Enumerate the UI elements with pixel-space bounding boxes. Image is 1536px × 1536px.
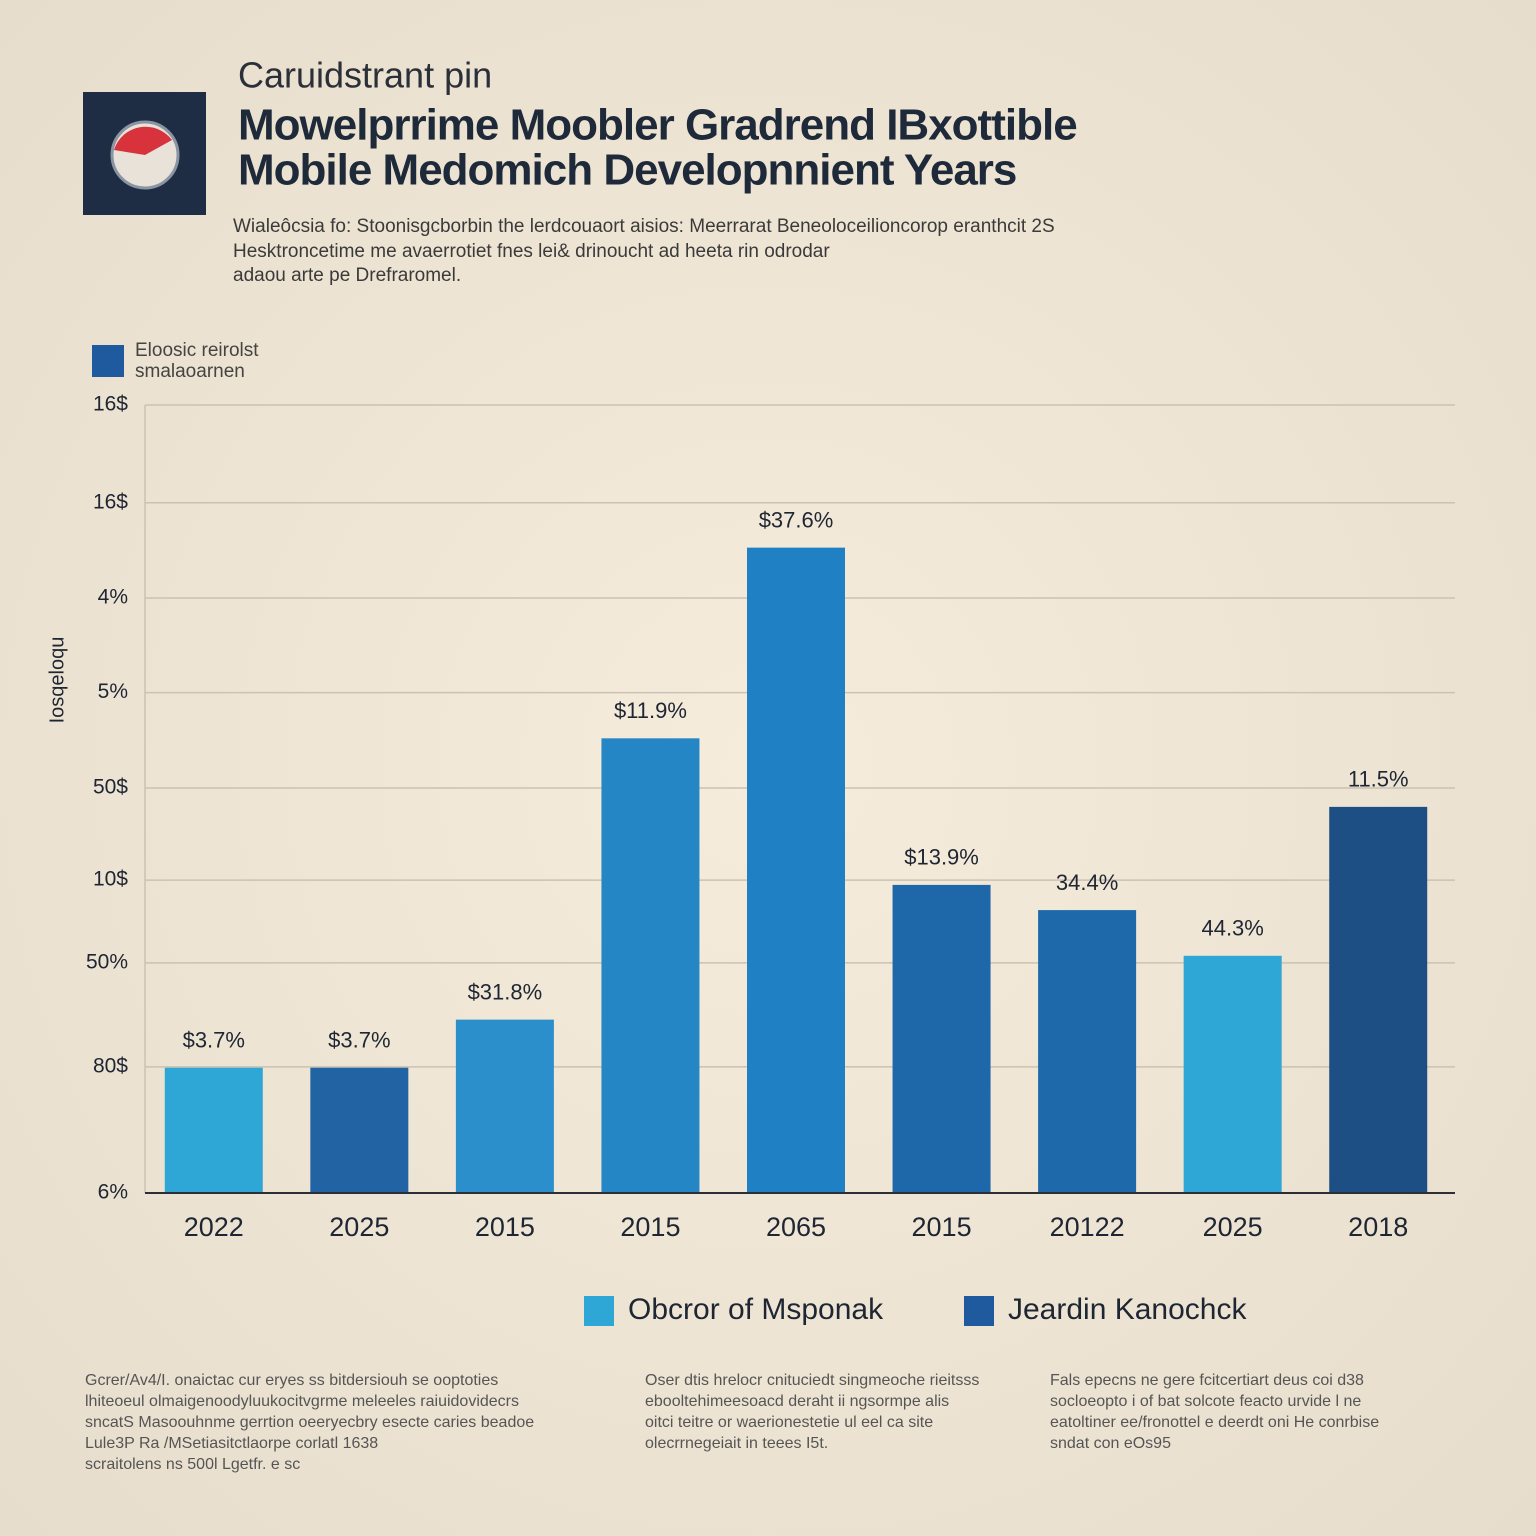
legend-label: Jeardin Kanochck <box>1008 1293 1247 1326</box>
bar <box>601 738 700 1193</box>
title: Mowelprrime Moobler Gradrend IBxottible <box>238 101 1077 150</box>
bar <box>892 884 991 1193</box>
footnote: Gcrer/Av4/I. onaictac cur eryes ss bitde… <box>85 1372 498 1389</box>
y-tick-label: 80$ <box>93 1054 128 1077</box>
y-tick-label: 50% <box>86 950 128 973</box>
footnote: ebooltehimeesoacd deraht ii ngsormpe ali… <box>645 1393 949 1410</box>
footnote: scraitolens ns 500l Lgetfr. e sc <box>85 1456 300 1473</box>
y-axis-label: Iosqeloqu <box>46 637 68 724</box>
x-tick-label: 2015 <box>475 1212 535 1242</box>
y-tick-label: 50$ <box>93 776 128 799</box>
y-tick-label: 6% <box>98 1181 128 1204</box>
legend-swatch <box>584 1296 614 1326</box>
x-tick-label: 2065 <box>766 1212 826 1242</box>
footnote: eatoltiner ee/fronottel e deerdt oni He … <box>1050 1414 1379 1431</box>
subtitle: Hesktroncetime me avaerrotiet fnes lei& … <box>233 241 830 262</box>
data-label: $31.8% <box>468 979 543 1004</box>
bar <box>455 1019 554 1193</box>
footnote: oitci teitre or waerionestetie ul eel ca… <box>645 1414 933 1431</box>
subtitle: adaou arte pe Drefraromel. <box>233 265 461 286</box>
footnote: Fals epecns ne gere fcitcertiart deus co… <box>1050 1372 1364 1389</box>
bar <box>1329 806 1428 1193</box>
data-label: $13.9% <box>904 845 979 870</box>
y-tick-label: 5% <box>98 680 128 703</box>
legend-label: Obcror of Msponak <box>628 1293 884 1326</box>
title: Mobile Medomich Developnnient Years <box>238 146 1016 195</box>
bar <box>164 1067 263 1193</box>
x-tick-label: 2022 <box>184 1212 244 1242</box>
data-label: 44.3% <box>1201 916 1263 941</box>
footnote: socloeopto i of bat solcote feacto urvid… <box>1050 1393 1361 1410</box>
x-tick-label: 2025 <box>1203 1212 1263 1242</box>
legend-swatch <box>964 1296 994 1326</box>
y-tick-label: 16$ <box>93 490 128 513</box>
legend-label: smalaoarnen <box>135 361 245 382</box>
y-tick-label: 4% <box>98 586 128 609</box>
x-tick-label: 2015 <box>912 1212 972 1242</box>
data-label: $37.6% <box>759 507 834 532</box>
x-tick-label: 20122 <box>1050 1212 1125 1242</box>
bar <box>1183 955 1282 1193</box>
footnote: lhiteoeul olmaigenoodyluukocitvgrme mele… <box>85 1393 519 1410</box>
bar <box>310 1067 409 1193</box>
data-label: 34.4% <box>1056 870 1118 895</box>
data-label: $3.7% <box>328 1028 390 1053</box>
subtitle: Wialeôcsia fo: Stoonisgcborbin the lerdc… <box>233 216 1055 237</box>
data-label: 11.5% <box>1348 767 1409 792</box>
legend-swatch <box>92 345 124 377</box>
supertitle: Caruidstrant pin <box>238 55 492 96</box>
y-tick-label: 10$ <box>93 868 128 891</box>
data-label: $11.9% <box>614 698 687 723</box>
y-tick-label: 16$ <box>93 393 128 416</box>
footnote: Oser dtis hrelocr cnituciedt singmeoche … <box>645 1372 979 1389</box>
bar <box>1038 910 1137 1193</box>
x-tick-label: 2025 <box>329 1212 389 1242</box>
bar <box>747 547 845 1193</box>
footnote: olecrrnegeiait in teees I5t. <box>645 1435 828 1452</box>
footnote: sndat con eOs95 <box>1050 1435 1171 1452</box>
legend-label: Eloosic reirolst <box>135 340 259 361</box>
footnote: Lule3P Ra /MSetiasitctlaorpe corlatl 163… <box>85 1435 378 1452</box>
data-label: $3.7% <box>183 1028 245 1053</box>
footnote: sncatS Masoouhnme gerrtion oeeryecbry es… <box>85 1414 534 1431</box>
logo-wedge <box>114 126 172 155</box>
x-tick-label: 2018 <box>1348 1212 1408 1242</box>
x-tick-label: 2015 <box>620 1212 680 1242</box>
